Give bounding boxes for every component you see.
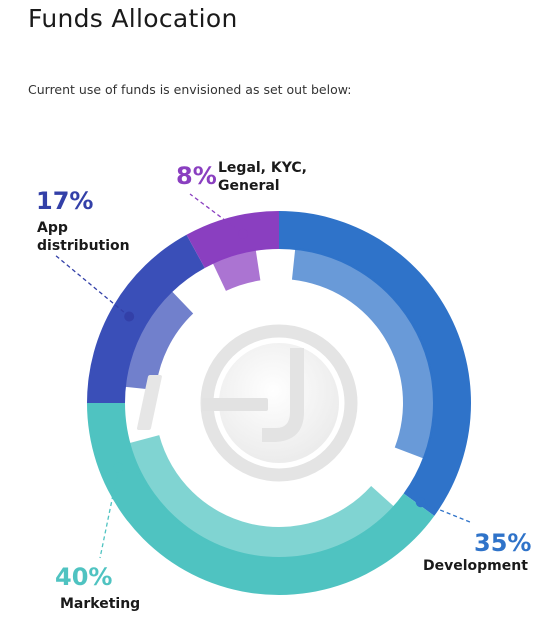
donut-segments xyxy=(87,211,472,596)
callout-legal-kyc-general: 8% Legal, KYC, General xyxy=(176,160,307,239)
category-label-legal-kyc-general: Legal, KYC, xyxy=(218,160,307,176)
callout-line-development xyxy=(420,501,471,523)
category-label-app-distribution: App xyxy=(37,220,68,236)
hu-logo-icon xyxy=(136,324,358,482)
callout-development: 35%Development xyxy=(415,497,531,574)
donut-segment-marketing xyxy=(87,403,435,596)
category-label-legal-kyc-general: General xyxy=(218,178,280,194)
donut-inner-band-marketing xyxy=(128,435,395,560)
page-title: Funds Allocation xyxy=(28,4,238,33)
value-label-legal-kyc-general: 8% xyxy=(176,162,217,190)
callout-dot-legal-kyc-general xyxy=(238,228,249,239)
page-subtitle: Current use of funds is envisioned as se… xyxy=(28,82,352,97)
category-label-development: Development xyxy=(423,558,528,574)
callout-app-distribution: 17% App distribution xyxy=(36,187,135,322)
callout-line-marketing xyxy=(99,467,120,559)
callout-dot-marketing xyxy=(113,462,124,473)
callout-marketing: 40% Marketing xyxy=(55,462,140,612)
donut-segment-legal-kyc-general xyxy=(186,211,279,269)
donut-segment-app-distribution xyxy=(87,234,205,403)
value-label-development: 35% xyxy=(474,529,531,557)
donut-inner-band-development xyxy=(291,247,435,459)
category-label-marketing: Marketing xyxy=(60,596,140,612)
donut-inner-band-legal-kyc-general xyxy=(212,248,261,291)
category-label-app-distribution: distribution xyxy=(37,238,130,254)
donut-inner-band-app-distribution xyxy=(123,290,194,391)
callout-line-app-distribution xyxy=(54,254,130,318)
donut-segment-development xyxy=(279,211,472,516)
value-label-marketing: 40% xyxy=(55,563,112,591)
callout-dot-development xyxy=(415,497,426,508)
value-label-app-distribution: 17% xyxy=(36,187,93,215)
callout-dot-app-distribution xyxy=(124,311,135,322)
callouts: 35%Development 40% Marketing 17% App distribu… xyxy=(36,160,531,612)
